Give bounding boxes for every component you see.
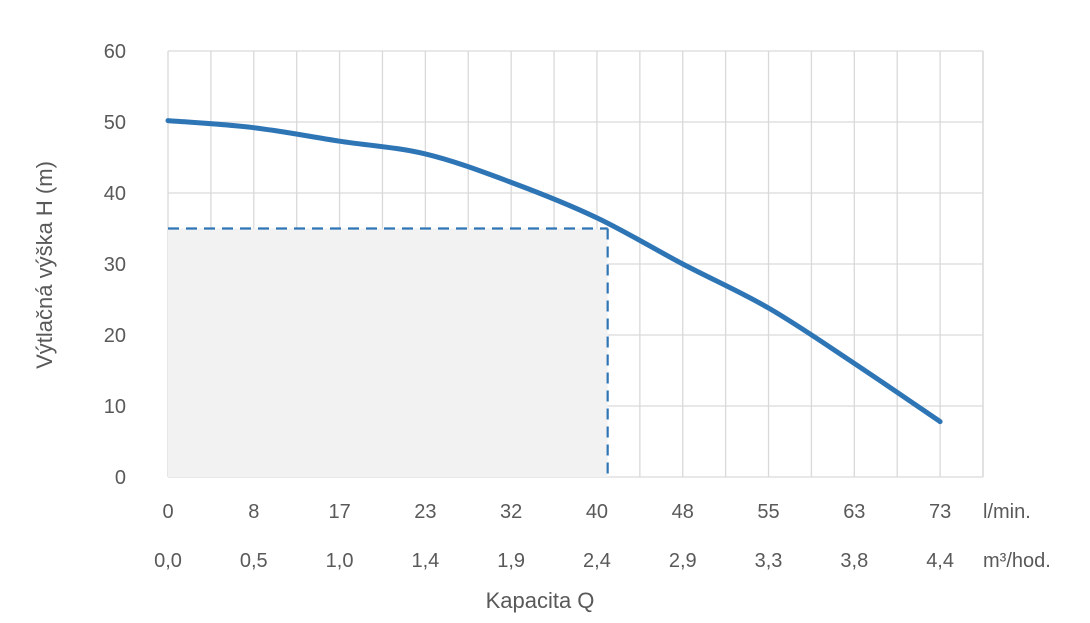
x-tick-label-m3h: 3,3 [755,550,783,572]
x-tick-label-lmin: 48 [672,501,694,523]
x-unit-m3h: m³/hod. [983,550,1051,572]
line-layer [165,118,943,425]
x-unit-lmin: l/min. [983,501,1031,523]
pump-curve-line [165,118,943,425]
x-tick-label-m3h: 4,4 [926,550,954,572]
x-tick-label-lmin: 32 [500,501,522,523]
x-tick-label-lmin: 23 [414,501,436,523]
x-tick-label-m3h: 3,8 [840,550,868,572]
y-tick-label: 0 [115,467,126,489]
x-tick-label-lmin: 0 [162,501,173,523]
y-tick-label: 20 [104,325,126,347]
x-tick-label-lmin: 17 [328,501,350,523]
x-tick-label-m3h: 1,9 [497,550,525,572]
x-axis-label: Kapacita Q [486,588,595,613]
y-tick-label: 60 [104,41,126,63]
y-tick-label: 50 [104,112,126,134]
x-tick-label-m3h: 1,0 [326,550,354,572]
x-tick-label-m3h: 2,4 [583,550,611,572]
y-tick-label: 40 [104,183,126,205]
y-tick-label: 30 [104,254,126,276]
x-tick-label-m3h: 1,4 [411,550,439,572]
x-tick-label-lmin: 40 [586,501,608,523]
x-tick-label-lmin: 63 [843,501,865,523]
y-tick-label: 10 [104,396,126,418]
y-axis-label: Výtlačná výška H (m) [32,161,57,369]
x-tick-label-m3h: 0,5 [240,550,268,572]
label-layer: 0 10 20 30 40 50 60 0 0,0 8 0,5 17 1,0 23 1,4 32 1,9 40 2,… [104,41,954,572]
x-tick-label-lmin: 73 [929,501,951,523]
x-tick-label-m3h: 0,0 [154,550,182,572]
operating-area [168,228,608,477]
area-layer [168,227,609,477]
x-tick-label-m3h: 2,9 [669,550,697,572]
x-tick-label-lmin: 8 [248,501,259,523]
x-tick-label-lmin: 55 [757,501,779,523]
